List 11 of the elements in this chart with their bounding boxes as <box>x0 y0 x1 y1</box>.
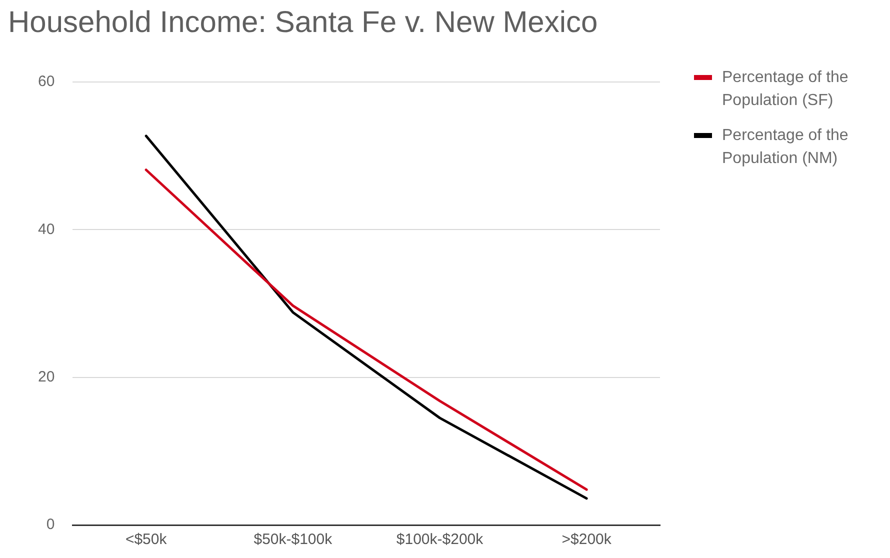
x-tick-label: >$200k <box>562 531 612 548</box>
chart-title: Household Income: Santa Fe v. New Mexico <box>8 6 598 40</box>
x-tick-label: $50k-$100k <box>254 531 333 548</box>
legend-label: Percentage of the Population (SF) <box>722 68 850 111</box>
y-tick-label: 60 <box>38 73 55 90</box>
x-tick-label: <$50k <box>125 531 168 548</box>
y-tick-label: 20 <box>38 368 55 386</box>
legend-label: Percentage of the Population (NM) <box>722 126 850 169</box>
x-tick-label: $100k-$200k <box>396 531 484 548</box>
y-tick-label: 0 <box>46 516 55 534</box>
y-tick-label: 40 <box>38 220 55 238</box>
